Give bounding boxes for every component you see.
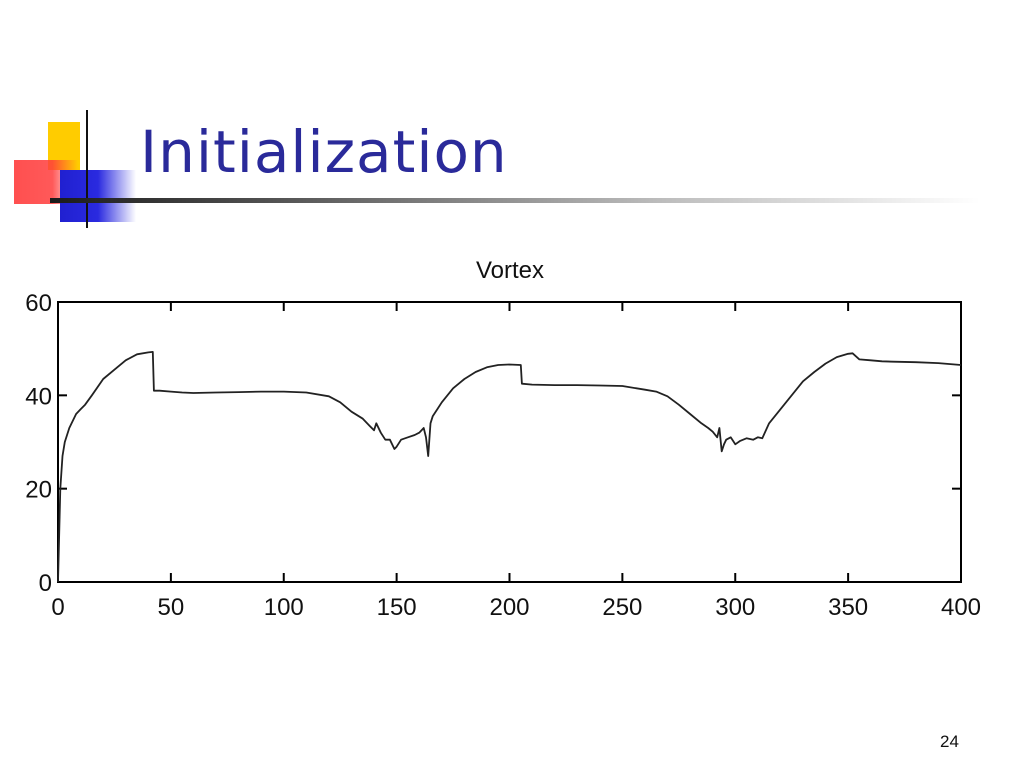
x-tick-label: 150: [377, 594, 417, 621]
slide-title: Initialization: [140, 118, 508, 186]
x-tick-label: 300: [715, 594, 755, 621]
decor-blue-square: [60, 170, 136, 222]
x-tick-label: 50: [158, 594, 185, 621]
decor-vertical-line: [86, 110, 88, 228]
y-tick-label: 40: [25, 383, 52, 410]
vortex-series-line: [57, 350, 962, 583]
x-tick-label: 200: [489, 594, 529, 621]
x-tick-label: 0: [51, 594, 64, 621]
y-tick-label: 0: [39, 570, 52, 597]
x-tick-label: 400: [941, 594, 981, 621]
slide-number: 24: [940, 732, 959, 751]
chart-plot-area: 0 50 100 150 200 250 300 350 400 0 20 40 60: [25, 290, 981, 621]
chart-title: Vortex: [476, 257, 544, 284]
x-tick-label: 350: [828, 594, 868, 621]
x-tick-label: 100: [264, 594, 304, 621]
x-tick-label: 250: [602, 594, 642, 621]
y-tick-label: 20: [25, 477, 52, 504]
title-underline: [50, 198, 980, 203]
plot-frame: [57, 301, 962, 583]
y-tick-label: 60: [25, 290, 52, 317]
